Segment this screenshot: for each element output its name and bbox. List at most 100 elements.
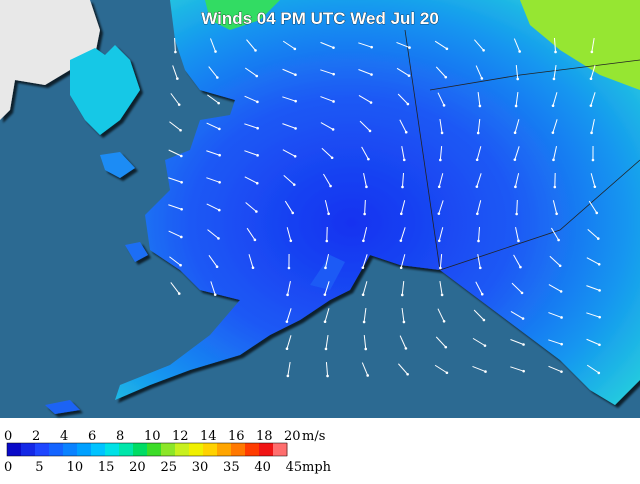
arrow-head xyxy=(552,131,555,134)
arrow-head xyxy=(294,100,297,103)
color-swatch xyxy=(175,443,190,456)
arrow-head xyxy=(400,266,403,269)
arrow-head xyxy=(256,101,259,104)
ms-unit: m/s xyxy=(302,429,325,444)
color-swatch xyxy=(105,443,120,456)
arrow-head xyxy=(403,159,406,162)
arrow-head xyxy=(439,159,442,162)
arrow-head xyxy=(178,103,181,106)
arrow-head xyxy=(598,289,601,292)
mph-tick-label: 30 xyxy=(192,460,209,475)
ms-tick-label: 16 xyxy=(228,429,245,444)
arrow-head xyxy=(294,73,297,76)
mph-tick-label: 25 xyxy=(160,460,177,475)
arrow-head xyxy=(326,375,329,378)
arrow-head xyxy=(407,103,410,106)
arrow-head xyxy=(294,155,297,158)
mph-tick-label: 40 xyxy=(254,460,271,475)
arrow-head xyxy=(252,266,255,269)
arrow-head xyxy=(481,293,484,296)
arrow-head xyxy=(446,371,449,374)
color-swatch xyxy=(273,443,288,456)
arrow-head xyxy=(443,104,446,107)
ms-tick-label: 18 xyxy=(256,429,273,444)
arrow-head xyxy=(481,77,484,80)
arrow-head xyxy=(254,49,257,52)
ms-tick-label: 8 xyxy=(116,429,124,444)
arrow-head xyxy=(484,370,487,373)
arrow-head xyxy=(476,185,479,188)
mph-tick-label: 10 xyxy=(67,460,84,475)
arrow-head xyxy=(438,212,441,215)
arrow-head xyxy=(554,51,557,54)
arrow-head xyxy=(180,181,183,184)
wind-arrow xyxy=(517,200,518,214)
arrow-head xyxy=(216,76,219,79)
arrow-head xyxy=(325,240,328,243)
mph-tick-label: 15 xyxy=(98,460,115,475)
arrow-head xyxy=(332,73,335,76)
mph-tick-label: 0 xyxy=(4,460,12,475)
mph-tick-label: 5 xyxy=(35,460,43,475)
arrow-head xyxy=(552,104,555,107)
arrow-head xyxy=(400,212,403,215)
arrow-head xyxy=(214,293,217,296)
color-swatch xyxy=(91,443,106,456)
arrow-head xyxy=(516,78,519,81)
arrow-head xyxy=(255,210,258,213)
mph-tick-label: 35 xyxy=(223,460,240,475)
arrow-head xyxy=(484,344,487,347)
arrow-head xyxy=(514,131,517,134)
arrow-head xyxy=(557,239,560,242)
arrow-head xyxy=(216,265,219,268)
arrow-head xyxy=(560,370,563,373)
arrow-head xyxy=(439,267,442,270)
color-swatch xyxy=(63,443,78,456)
arrow-head xyxy=(291,212,294,215)
arrow-head xyxy=(482,49,485,52)
arrow-head xyxy=(325,348,328,351)
arrow-head xyxy=(363,213,366,216)
arrow-head xyxy=(294,127,297,130)
arrow-head xyxy=(218,154,221,157)
ms-tick-label: 14 xyxy=(200,429,217,444)
arrow-head xyxy=(332,100,335,103)
arrow-head xyxy=(370,46,373,49)
arrow-head xyxy=(598,316,601,319)
arrow-head xyxy=(370,73,373,76)
arrow-head xyxy=(401,186,404,189)
arrow-head xyxy=(597,237,600,240)
arrow-head xyxy=(327,213,330,216)
arrow-head xyxy=(483,319,486,322)
mph-tick-label: 45 xyxy=(286,460,303,475)
arrow-head xyxy=(560,316,563,319)
arrow-head xyxy=(365,186,368,189)
arrow-head xyxy=(559,264,562,267)
arrow-head xyxy=(176,77,179,80)
arrow-head xyxy=(406,373,409,376)
color-swatch xyxy=(35,443,50,456)
ms-tick-label: 10 xyxy=(144,429,161,444)
arrow-head xyxy=(364,348,367,351)
arrow-head xyxy=(552,159,555,162)
arrow-head xyxy=(598,372,601,375)
arrow-head xyxy=(590,104,593,107)
arrow-head xyxy=(443,320,446,323)
arrow-head xyxy=(591,51,594,54)
arrow-head xyxy=(522,343,525,346)
mph-tick-label: 20 xyxy=(129,460,146,475)
arrow-head xyxy=(255,75,258,78)
color-swatch xyxy=(189,443,204,456)
arrow-head xyxy=(515,105,518,108)
arrow-head xyxy=(598,263,601,266)
arrow-head xyxy=(408,46,411,49)
arrow-head xyxy=(179,129,182,132)
arrow-head xyxy=(254,239,257,242)
arrow-head xyxy=(515,213,518,216)
arrow-head xyxy=(444,76,447,79)
arrow-head xyxy=(218,209,221,212)
arrow-head xyxy=(366,374,369,377)
arrow-head xyxy=(370,101,373,104)
